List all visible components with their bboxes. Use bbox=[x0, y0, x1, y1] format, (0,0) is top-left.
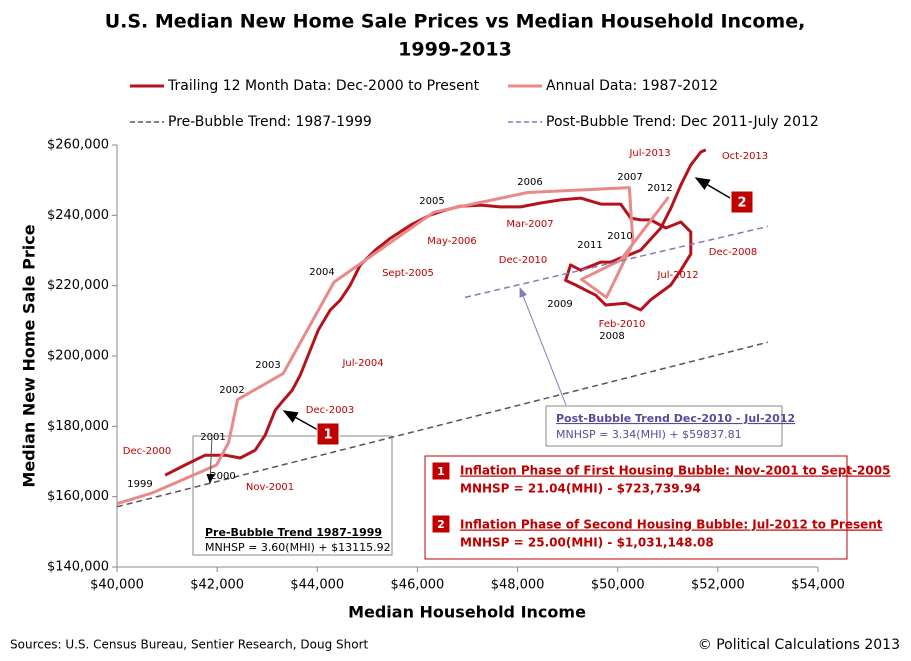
y-tick-label: $160,000 bbox=[47, 489, 109, 504]
x-axis-label: Median Household Income bbox=[348, 603, 586, 622]
x-tick-label: $44,000 bbox=[290, 578, 344, 593]
annotation: Dec-2003 bbox=[306, 405, 354, 416]
x-tick-label: $40,000 bbox=[90, 578, 144, 593]
year-label: 2006 bbox=[517, 177, 542, 188]
year-label: 2011 bbox=[577, 240, 602, 251]
marker-box bbox=[316, 422, 340, 446]
marker-box bbox=[730, 190, 754, 214]
y-tick-label: $260,000 bbox=[47, 138, 109, 153]
y-tick-label: $140,000 bbox=[47, 560, 109, 575]
legend-label: Post-Bubble Trend: Dec 2011-July 2012 bbox=[546, 114, 819, 130]
annotation: Jul-2004 bbox=[341, 358, 383, 369]
annotation: Nov-2001 bbox=[246, 482, 294, 493]
arrow bbox=[206, 435, 215, 484]
post-trend-box bbox=[545, 405, 783, 447]
y-axis-label: Median New Home Sale Price bbox=[20, 224, 39, 487]
year-label: 2010 bbox=[607, 231, 632, 242]
marker-number: 2 bbox=[437, 518, 445, 531]
marker-number: 2 bbox=[737, 196, 746, 211]
annotation: Dec-2008 bbox=[709, 247, 757, 258]
note-title: Post-Bubble Trend Dec-2010 - Jul-2012 bbox=[556, 412, 795, 425]
x-tick-label: $48,000 bbox=[491, 578, 545, 593]
note-title: Inflation Phase of First Housing Bubble:… bbox=[460, 464, 890, 478]
series-line bbox=[117, 341, 769, 508]
y-tick-label: $180,000 bbox=[47, 419, 109, 434]
arrow bbox=[519, 287, 567, 406]
year-label: 2000 bbox=[210, 471, 235, 482]
year-label: 2002 bbox=[219, 385, 244, 396]
marker-box bbox=[431, 514, 451, 534]
series-line bbox=[164, 148, 707, 477]
note-title: Inflation Phase of Second Housing Bubble… bbox=[460, 518, 883, 532]
year-label: 2004 bbox=[309, 267, 334, 278]
y-tick-label: $240,000 bbox=[47, 208, 109, 223]
legend-label: Trailing 12 Month Data: Dec-2000 to Pres… bbox=[167, 78, 480, 94]
legend-label: Annual Data: 1987-2012 bbox=[546, 78, 718, 94]
annotation: Feb-2010 bbox=[599, 319, 646, 330]
x-tick-label: $54,000 bbox=[791, 578, 845, 593]
year-label: 2001 bbox=[200, 432, 225, 443]
marker-box bbox=[431, 461, 451, 481]
annotation: Sept-2005 bbox=[382, 268, 434, 279]
series-line bbox=[464, 225, 769, 299]
year-label: 2008 bbox=[599, 331, 624, 342]
marker-number: 1 bbox=[437, 465, 445, 478]
note-equation: MNHSP = 21.04(MHI) - $723,739.94 bbox=[460, 482, 701, 496]
chart-subtitle: 1999-2013 bbox=[398, 39, 512, 61]
year-label: 2007 bbox=[617, 172, 642, 183]
year-label: 2012 bbox=[647, 183, 672, 194]
note-title: Pre-Bubble Trend 1987-1999 bbox=[205, 526, 382, 539]
note-equation: MNHSP = 3.60(MHI) + $13115.92 bbox=[205, 541, 391, 554]
marker-number: 1 bbox=[323, 428, 332, 443]
bubble-box bbox=[424, 455, 848, 560]
annotation: Oct-2013 bbox=[722, 151, 768, 162]
arrow bbox=[694, 177, 731, 199]
year-label: 2005 bbox=[419, 196, 444, 207]
annotation: Jul-2013 bbox=[628, 148, 670, 159]
year-label: 2009 bbox=[547, 299, 572, 310]
year-label: 1999 bbox=[127, 479, 152, 490]
x-tick-label: $50,000 bbox=[591, 578, 645, 593]
arrow bbox=[282, 410, 319, 431]
year-label: 2003 bbox=[255, 360, 280, 371]
note-equation: MNHSP = 3.34(MHI) + $59837.81 bbox=[556, 428, 742, 441]
series-line bbox=[117, 186, 670, 506]
y-tick-label: $220,000 bbox=[47, 278, 109, 293]
credit: © Political Calculations 2013 bbox=[698, 637, 900, 653]
annotation: Jul-2012 bbox=[656, 270, 698, 281]
annotation: Dec-2000 bbox=[123, 446, 171, 457]
note-equation: MNHSP = 25.00(MHI) - $1,031,148.08 bbox=[460, 536, 714, 550]
annotation: May-2006 bbox=[427, 236, 477, 247]
x-tick-label: $46,000 bbox=[391, 578, 445, 593]
source: Sources: U.S. Census Bureau, Sentier Res… bbox=[10, 638, 369, 652]
annotation: Dec-2010 bbox=[499, 255, 547, 266]
legend-label: Pre-Bubble Trend: 1987-1999 bbox=[168, 114, 372, 130]
x-tick-label: $52,000 bbox=[691, 578, 745, 593]
y-tick-label: $200,000 bbox=[47, 349, 109, 364]
annotation: Mar-2007 bbox=[506, 219, 553, 230]
chart-title: U.S. Median New Home Sale Prices vs Medi… bbox=[105, 11, 806, 33]
x-tick-label: $42,000 bbox=[190, 578, 244, 593]
